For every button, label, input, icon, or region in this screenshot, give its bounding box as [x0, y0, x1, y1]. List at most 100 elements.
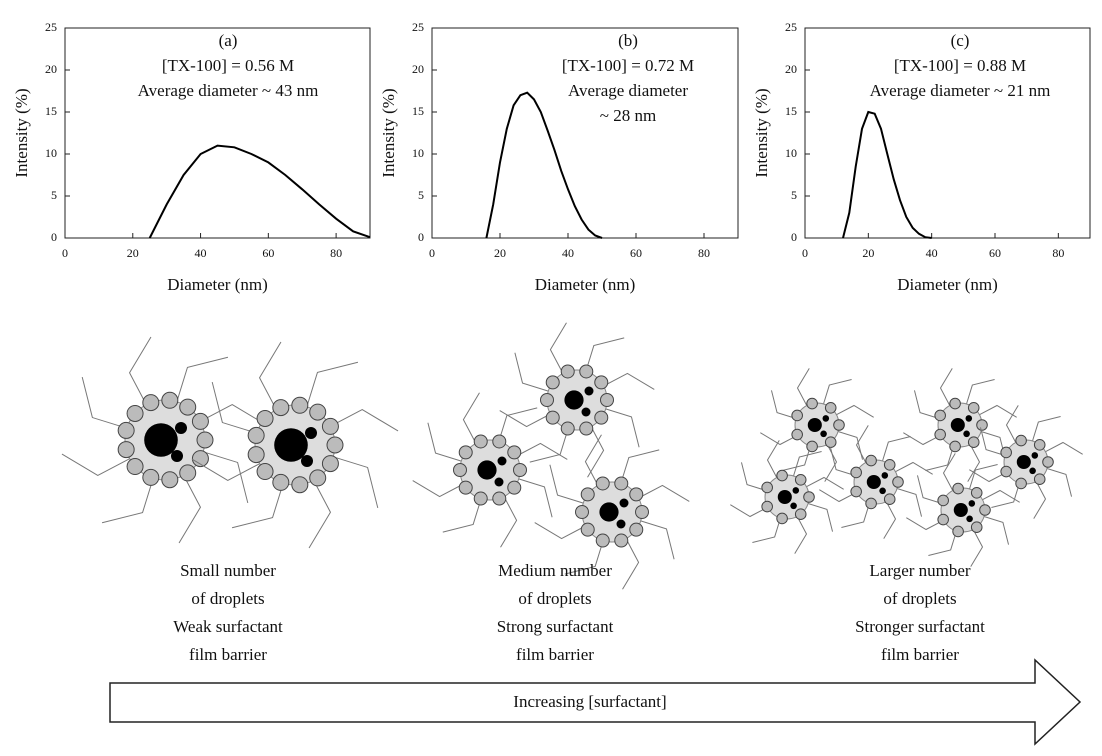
surfactant-head	[976, 419, 988, 431]
y-tick-label: 0	[418, 230, 424, 244]
surfactant-tail	[203, 451, 249, 504]
surfactant-tail	[760, 432, 798, 446]
droplet	[969, 405, 1083, 519]
x-tick-label: 40	[562, 246, 574, 260]
surfactant-tail	[81, 376, 127, 429]
surfactant-tail	[928, 530, 957, 557]
surfactant-head	[580, 487, 595, 502]
x-axis-label: Diameter (nm)	[167, 275, 268, 294]
surfactant-tail	[982, 489, 1020, 503]
surfactant-head	[635, 505, 649, 519]
surfactant-head	[579, 364, 594, 379]
surfactant-tail	[200, 403, 269, 427]
particle	[599, 502, 619, 522]
surfactant-head	[256, 409, 274, 427]
surfactant-head	[595, 533, 610, 548]
particle	[953, 502, 968, 518]
y-tick-label: 15	[45, 104, 57, 118]
surfactant-head	[507, 445, 522, 460]
annotation: [TX-100] = 0.88 M	[894, 56, 1026, 75]
y-tick-label: 25	[412, 20, 424, 34]
annotation: (c)	[951, 31, 970, 50]
surfactant-tail	[498, 407, 538, 442]
surfactant-tail	[966, 378, 995, 405]
surfactant-head	[1033, 438, 1046, 451]
surfactant-head	[458, 480, 473, 495]
x-tick-label: 20	[862, 246, 874, 260]
caption: film barrier	[881, 645, 959, 664]
particle	[497, 456, 507, 466]
y-axis-label: Intensity (%)	[379, 88, 398, 177]
surfactant-tail	[770, 390, 797, 419]
surfactant-tail	[991, 482, 1020, 509]
surfactant-tail	[587, 426, 605, 478]
surfactant-tail	[176, 356, 229, 402]
surfactant-tail	[529, 428, 569, 463]
surfactant-tail	[620, 449, 660, 484]
surfactant-tail	[518, 478, 553, 518]
y-tick-label: 5	[418, 188, 424, 202]
surfactant-tail	[925, 445, 954, 472]
particle	[822, 415, 830, 422]
surfactant-tail	[330, 408, 399, 432]
surfactant-tail	[794, 516, 808, 554]
surfactant-head	[1015, 434, 1027, 447]
surfactant-tail	[462, 392, 480, 444]
curve	[485, 91, 603, 239]
surfactant-head	[492, 434, 507, 449]
arrow-label: Increasing [surfactant]	[513, 692, 666, 711]
surfactant-tail	[1046, 468, 1073, 497]
x-tick-label: 0	[802, 246, 808, 260]
x-tick-label: 60	[262, 246, 274, 260]
y-tick-label: 25	[785, 20, 797, 34]
surfactant-tail	[841, 502, 870, 529]
surfactant-head	[791, 428, 803, 441]
x-axis-label: Diameter (nm)	[535, 275, 636, 294]
surfactant-tail	[514, 352, 549, 392]
caption: Larger number	[869, 561, 971, 580]
surfactant-head	[937, 494, 949, 507]
x-tick-label: 0	[429, 246, 435, 260]
surfactant-head	[600, 393, 614, 407]
particle	[881, 472, 889, 479]
particle	[792, 487, 800, 494]
surfactant-tail	[1005, 405, 1019, 443]
surfactant-head	[865, 497, 877, 510]
surfactant-head	[833, 419, 845, 431]
surfactant-head	[291, 396, 309, 414]
surfactant-head	[934, 428, 946, 441]
surfactant-tail	[806, 476, 844, 490]
particle	[790, 502, 797, 510]
surfactant-tail	[128, 336, 152, 405]
surfactant-tail	[231, 483, 284, 529]
caption: Weak surfactant	[173, 617, 283, 636]
surfactant-tail	[969, 469, 1007, 483]
surfactant-tail	[782, 445, 811, 472]
surfactant-head	[126, 458, 144, 476]
surfactant-head	[595, 476, 610, 491]
surfactant-head	[934, 409, 946, 422]
surfactant-head	[473, 491, 488, 506]
surfactant-tail	[549, 464, 584, 504]
surfactant-tail	[967, 444, 981, 482]
surfactant-head	[629, 522, 644, 537]
surfactant-head	[575, 505, 589, 519]
surfactant-tail	[730, 504, 768, 518]
surfactant-head	[776, 512, 788, 525]
surfactant-head	[321, 455, 339, 473]
surfactant-tail	[882, 435, 911, 462]
surfactant-head	[967, 436, 980, 449]
surfactant-head	[614, 476, 629, 491]
surfactant-head	[952, 525, 964, 538]
x-tick-label: 0	[62, 246, 68, 260]
surfactant-tail	[969, 463, 998, 490]
caption: of droplets	[191, 589, 264, 608]
particle	[879, 487, 886, 495]
surfactant-tail	[500, 496, 518, 548]
y-tick-label: 10	[785, 146, 797, 160]
surfactant-tail	[585, 337, 625, 372]
y-axis-label: Intensity (%)	[752, 88, 771, 177]
y-tick-label: 10	[45, 146, 57, 160]
surfactant-tail	[333, 456, 379, 509]
